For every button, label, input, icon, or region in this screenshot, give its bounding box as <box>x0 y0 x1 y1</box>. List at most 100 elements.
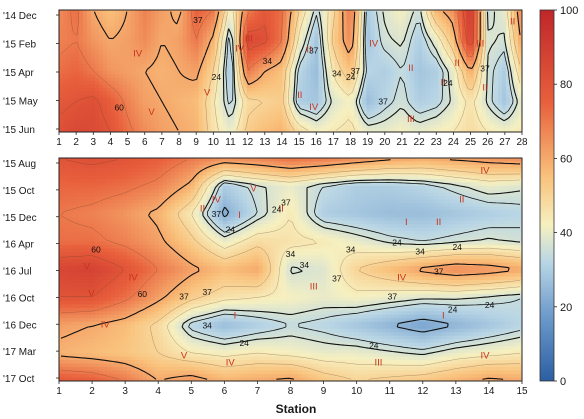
heatmap-cell <box>102 16 108 21</box>
heatmap-cell <box>146 13 152 18</box>
heatmap-cell <box>262 10 268 14</box>
heatmap-cell <box>418 64 423 69</box>
heatmap-cell <box>270 40 276 45</box>
heatmap-cell <box>470 118 475 123</box>
heatmap-cell <box>198 115 204 120</box>
heatmap-cell <box>214 26 220 31</box>
heatmap-cell <box>274 26 280 31</box>
heatmap-cell <box>338 64 343 69</box>
heatmap-cell <box>426 101 431 106</box>
heatmap-cell <box>254 108 260 113</box>
heatmap-cell <box>138 104 144 109</box>
heatmap-cell <box>298 121 304 126</box>
heatmap-cell <box>506 87 511 92</box>
heatmap-cell <box>198 50 204 55</box>
heatmap-cell <box>162 30 168 35</box>
heatmap-cell <box>398 98 403 103</box>
heatmap-cell <box>106 128 112 132</box>
heatmap-cell <box>110 94 116 99</box>
heatmap-cell <box>258 94 264 99</box>
heatmap-cell <box>230 20 236 25</box>
heatmap-cell <box>246 13 252 18</box>
heatmap-cell <box>106 71 112 75</box>
heatmap-cell <box>202 33 208 38</box>
heatmap-cell <box>338 30 343 35</box>
heatmap-cell <box>59 101 64 106</box>
heatmap-cell <box>182 94 188 99</box>
heatmap-cell <box>342 30 347 35</box>
heatmap-cell <box>482 104 487 109</box>
heatmap-cell <box>466 98 471 103</box>
heatmap-cell <box>290 64 296 69</box>
heatmap-cell <box>94 67 100 72</box>
heatmap-cell <box>250 118 256 123</box>
heatmap-cell <box>378 115 383 120</box>
heatmap-cell <box>446 43 451 48</box>
heatmap-cell <box>290 94 296 99</box>
heatmap-cell <box>282 30 288 35</box>
heatmap-cell <box>82 81 88 86</box>
heatmap-cell <box>278 71 284 75</box>
heatmap-cell <box>514 26 519 31</box>
heatmap-cell <box>514 37 519 42</box>
heatmap-cell <box>114 171 120 177</box>
heatmap-cell <box>90 175 96 180</box>
heatmap-cell <box>370 111 375 116</box>
heatmap-cell <box>442 20 447 25</box>
heatmap-cell <box>266 26 272 31</box>
heatmap-cell <box>298 98 304 103</box>
x-tick-label: 12 <box>242 137 254 148</box>
heatmap-cell <box>290 60 296 65</box>
heatmap-cell <box>286 108 292 113</box>
heatmap-cell <box>74 161 80 166</box>
heatmap-cell <box>70 71 76 75</box>
heatmap-cell <box>66 60 72 65</box>
heatmap-cell <box>214 74 220 79</box>
heatmap-cell <box>346 67 351 72</box>
heatmap-cell <box>102 10 108 14</box>
heatmap-cell <box>294 60 300 65</box>
heatmap-cell <box>366 84 371 89</box>
heatmap-cell <box>358 54 363 59</box>
heatmap-cell <box>398 71 403 75</box>
heatmap-cell <box>402 91 407 96</box>
heatmap-cell <box>394 43 399 48</box>
heatmap-cell <box>506 98 511 103</box>
heatmap-cell <box>454 164 459 170</box>
heatmap-cell <box>434 67 439 72</box>
heatmap-cell <box>410 16 415 21</box>
heatmap-cell <box>62 60 68 65</box>
heatmap-cell <box>290 26 296 31</box>
heatmap-cell <box>490 54 495 59</box>
heatmap-cell <box>190 121 196 126</box>
heatmap-cell <box>494 164 499 170</box>
heatmap-cell <box>250 91 256 96</box>
heatmap-cell <box>358 164 363 170</box>
heatmap-cell <box>250 128 256 132</box>
heatmap-cell <box>330 30 335 35</box>
heatmap-cell <box>242 50 248 55</box>
heatmap-cell <box>374 164 379 170</box>
heatmap-cell <box>454 91 459 96</box>
heatmap-cell <box>194 16 200 21</box>
heatmap-cell <box>382 111 387 116</box>
heatmap-cell <box>402 168 407 173</box>
heatmap-cell <box>86 50 92 55</box>
heatmap-cell <box>218 121 224 126</box>
heatmap-cell <box>314 158 320 163</box>
heatmap-cell <box>206 111 212 116</box>
heatmap-cell <box>490 115 495 120</box>
heatmap-cell <box>122 30 128 35</box>
zone-label: II <box>306 45 311 56</box>
heatmap-cell <box>486 121 491 126</box>
heatmap-cell <box>398 94 403 99</box>
heatmap-cell <box>426 161 431 166</box>
heatmap-cell <box>178 26 184 31</box>
heatmap-cell <box>510 168 515 173</box>
heatmap-cell <box>370 108 375 113</box>
heatmap-cell <box>110 33 116 38</box>
heatmap-cell <box>490 121 495 126</box>
heatmap-cell <box>430 91 435 96</box>
heatmap-cell <box>174 108 180 113</box>
heatmap-cell <box>434 64 439 69</box>
